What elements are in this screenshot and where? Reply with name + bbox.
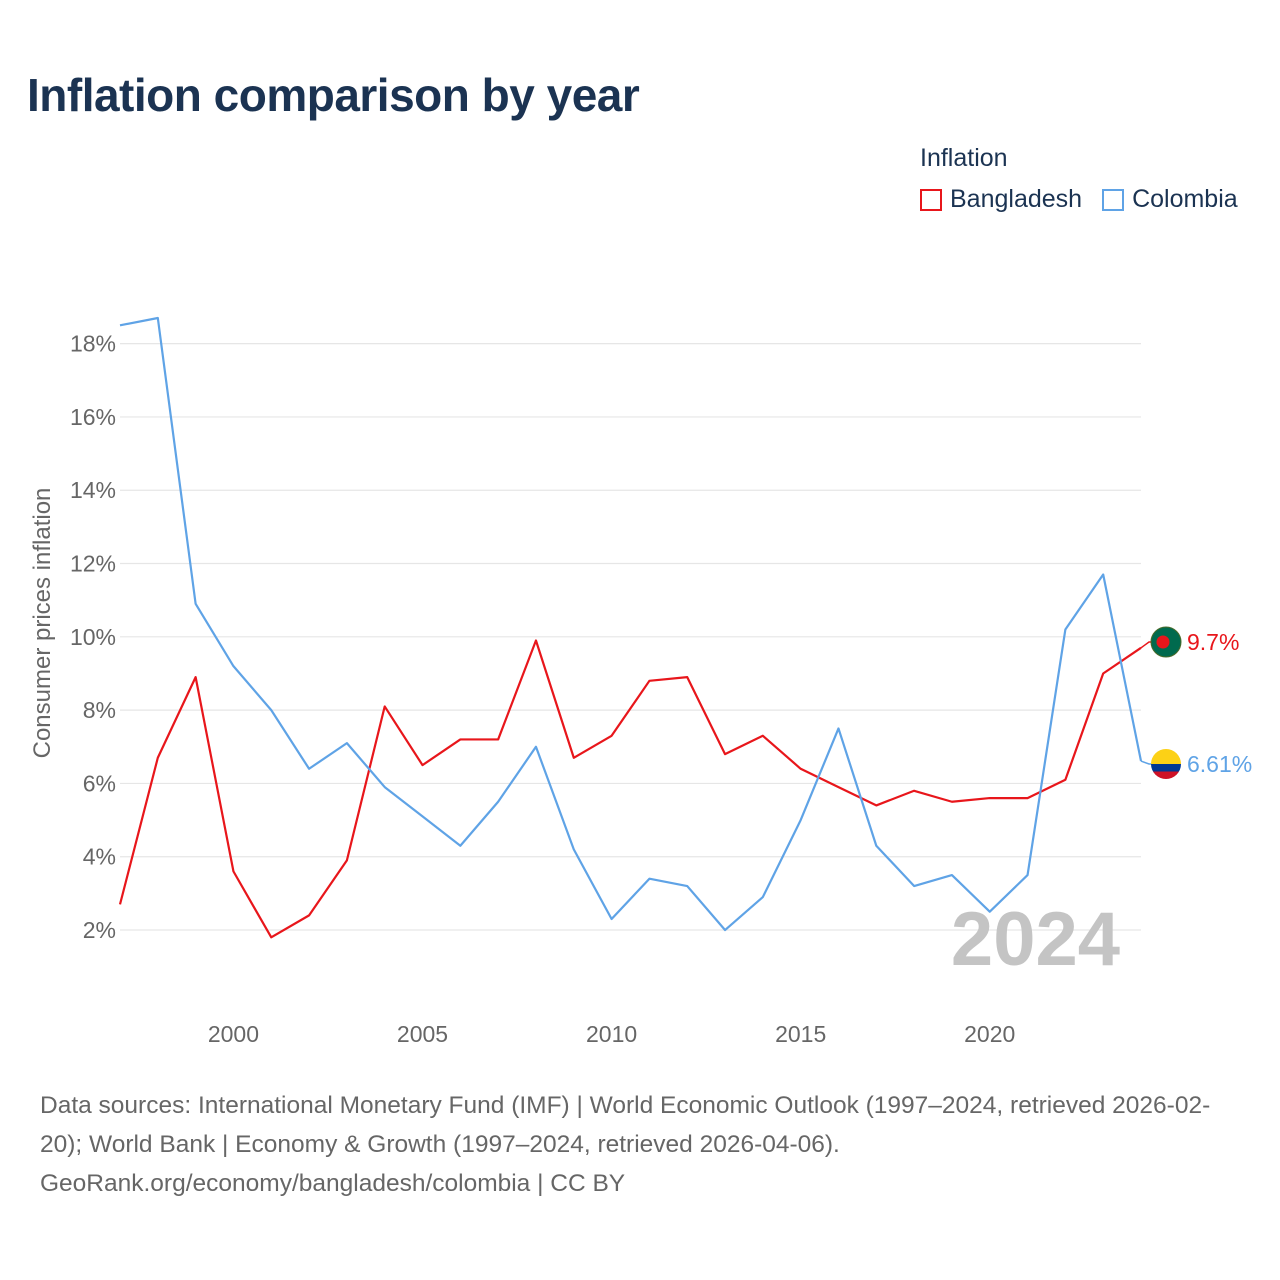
series-line-bangladesh (118, 639, 1142, 939)
series-line-colombia (119, 316, 1143, 932)
legend-swatch-colombia (1102, 188, 1125, 211)
data-sources-note: Data sources: International Monetary Fun… (40, 1092, 1211, 1158)
x-tick-label: 2015 (775, 1021, 826, 1047)
legend-label-colombia: Colombia (1132, 185, 1238, 213)
y-tick-label: 4% (83, 844, 116, 870)
end-value-label-bangladesh: 9.7% (1187, 629, 1239, 655)
colombia-flag-icon (1151, 749, 1181, 779)
legend-item-bangladesh[interactable]: Bangladesh (920, 185, 1082, 214)
y-tick-label: 2% (83, 917, 116, 943)
x-tick-label: 2005 (397, 1021, 448, 1047)
gridlines (120, 343, 1141, 931)
footer: Data sources: International Monetary Fun… (40, 1086, 1250, 1203)
legend-label-bangladesh: Bangladesh (950, 185, 1083, 213)
end-connector-bangladesh (1140, 641, 1152, 649)
chart-title: Inflation comparison by year (27, 69, 640, 121)
x-tick-label: 2010 (586, 1021, 637, 1047)
x-tick-label: 2000 (208, 1021, 259, 1047)
y-tick-label: 12% (70, 551, 116, 577)
y-tick-label: 6% (83, 770, 116, 796)
y-tick-label: 10% (70, 624, 116, 650)
end-connector-colombia (1140, 760, 1152, 765)
credit-note: GeoRank.org/economy/bangladesh/colombia … (40, 1170, 626, 1197)
y-tick-label: 18% (70, 331, 116, 357)
y-tick-label: 16% (70, 404, 116, 430)
x-tick-label: 2020 (964, 1021, 1015, 1047)
year-watermark: 2024 (951, 897, 1120, 982)
x-axis-ticks: 2000 2005 2010 2015 2020 (208, 1021, 1015, 1047)
y-tick-label: 14% (70, 477, 116, 503)
legend-item-colombia[interactable]: Colombia (1102, 185, 1238, 214)
series-end-labels: 9.7% 6.61% (1140, 626, 1252, 779)
line-chart: 2% 4% 6% 8% 10% 12% 14% 16% 18% 2000 2005 2010 2015… (29, 316, 1252, 1047)
y-axis-label: Consumer prices inflation (29, 488, 56, 759)
legend-swatch-bangladesh (920, 188, 942, 211)
end-value-label-colombia: 6.61% (1187, 751, 1252, 777)
legend-title: Inflation (920, 144, 1008, 172)
series-lines (118, 316, 1143, 939)
legend: Bangladesh Colombia (920, 185, 1258, 214)
bangladesh-flag-icon (1150, 626, 1182, 658)
y-axis-ticks: 2% 4% 6% 8% 10% 12% 14% 16% 18% (70, 331, 116, 943)
y-tick-label: 8% (83, 697, 116, 723)
